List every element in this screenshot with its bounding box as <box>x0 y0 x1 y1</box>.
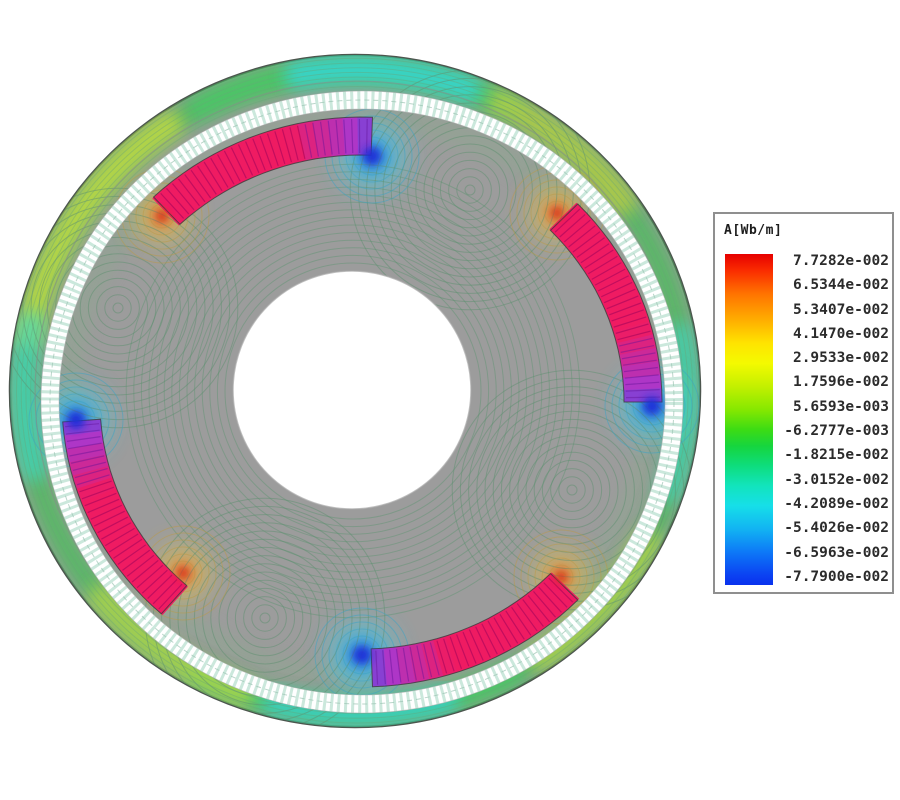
legend-value: -6.5963e-002 <box>784 544 889 561</box>
field-hot-spots <box>67 147 661 664</box>
legend-value: 1.7596e-002 <box>792 374 889 391</box>
shaft-hole <box>232 270 472 510</box>
magnet-arc <box>370 572 580 688</box>
legend-value: 7.7282e-002 <box>792 253 889 269</box>
air-gap-band <box>34 80 684 714</box>
legend-value: -5.4026e-002 <box>784 520 889 537</box>
legend-colorbar <box>725 254 773 585</box>
magnet-arc <box>152 116 374 226</box>
legend-value: -7.7900e-002 <box>784 568 889 585</box>
magnet-arc <box>549 202 663 403</box>
legend-title: A[Wb/m] <box>724 223 783 238</box>
legend-value: 4.1470e-002 <box>792 325 889 342</box>
legend-box: A[Wb/m] 7.7282e-002 6.5344e-002 5.3407e-00… <box>713 212 894 594</box>
legend-value: 6.5344e-002 <box>792 277 889 294</box>
legend-value: 5.6593e-003 <box>792 398 889 415</box>
legend-value: -1.8215e-002 <box>784 447 889 464</box>
legend-value: -4.2089e-002 <box>784 495 889 512</box>
legend-value: 2.9533e-002 <box>792 350 889 367</box>
legend-value: -3.0152e-002 <box>784 471 889 488</box>
legend-value: 5.3407e-002 <box>792 301 889 318</box>
legend-value: -6.2777e-003 <box>784 423 889 440</box>
magnet-arc <box>62 418 188 615</box>
legend-values: 7.7282e-002 6.5344e-002 5.3407e-002 4.1470e… <box>775 254 889 585</box>
